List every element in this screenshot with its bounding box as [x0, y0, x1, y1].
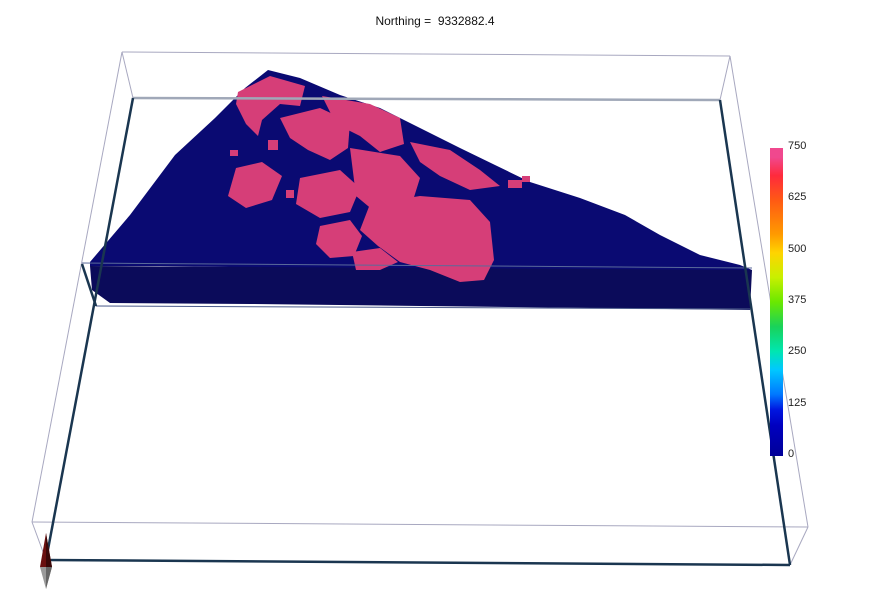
color-scale-tick-625: 625 — [788, 191, 807, 204]
voxel-front-face — [90, 266, 752, 310]
color-scale-tick-500: 500 — [788, 242, 807, 255]
northing-value: 9332882.4 — [437, 14, 495, 28]
northing-label: Northing = — [375, 14, 435, 28]
high-value-zones — [228, 76, 530, 282]
section-plane — [81, 262, 753, 269]
bounding-box-front — [44, 96, 792, 567]
color-scale-tick-0: 0 — [788, 448, 795, 460]
voxel-model — [81, 70, 753, 310]
north-arrow-icon — [40, 533, 52, 589]
color-scale-bar — [770, 148, 783, 456]
color-scale-tick-375: 375 — [788, 294, 807, 306]
bounding-box-back — [31, 51, 809, 566]
color-scale-tick-750: 750 — [788, 140, 807, 152]
title-bar: Northing = 9332882.4 — [0, 14, 870, 28]
section-plane-lower — [95, 305, 753, 310]
color-scale-tick-250: 250 — [788, 345, 807, 358]
color-scale-tick-125: 125 — [788, 396, 807, 409]
